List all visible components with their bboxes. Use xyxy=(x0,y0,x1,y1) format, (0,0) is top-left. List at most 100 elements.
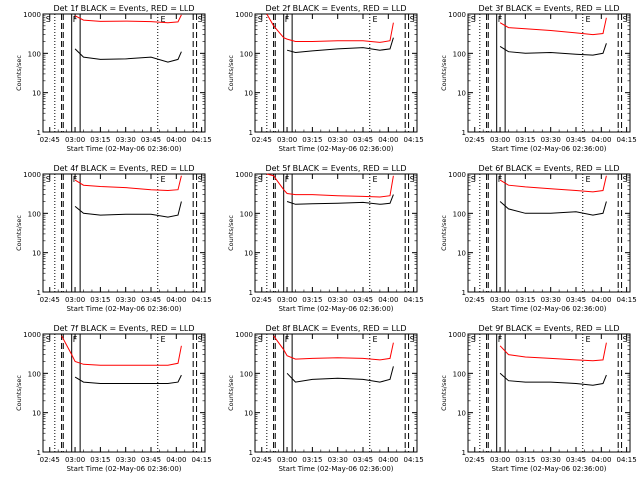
plot-title: Det 5f BLACK = Events, RED = LLD xyxy=(265,164,406,173)
y-axis-label: Counts/sec xyxy=(440,375,448,411)
x-tick-label: 02:45 xyxy=(465,296,485,304)
x-tick-label: 03:15 xyxy=(302,296,322,304)
x-tick-label: 03:00 xyxy=(65,136,85,144)
x-tick-label: 03:00 xyxy=(490,456,510,464)
y-axis-label: Counts/sec xyxy=(15,375,23,411)
x-axis-label: Start Time (02-May-06 02:36:00) xyxy=(278,145,393,153)
plot-frame xyxy=(254,13,418,133)
series-events-line xyxy=(74,374,182,384)
y-tick-label: 10 xyxy=(32,90,41,98)
y-tick-label: 1 xyxy=(462,449,466,457)
series-lld-line xyxy=(61,335,182,366)
y-tick-label: 100 xyxy=(240,210,253,218)
marker-label: S xyxy=(410,335,415,344)
x-tick-label: 03:15 xyxy=(302,136,322,144)
x-tick-label: 03:30 xyxy=(116,456,136,464)
y-tick-label: 1 xyxy=(37,289,41,297)
plot-frame xyxy=(42,173,206,293)
x-tick-label: 03:45 xyxy=(353,136,373,144)
panel-det-7: Det 7f BLACK = Events, RED = LLD 1 10 100 10… xyxy=(15,324,212,473)
y-tick-label: 100 xyxy=(453,210,466,218)
x-axis-label: Start Time (02-May-06 02:36:00) xyxy=(66,305,181,313)
x-tick-label: 04:00 xyxy=(166,296,186,304)
marker-label: S xyxy=(258,175,263,184)
marker-label: E xyxy=(585,175,590,184)
y-tick-label: 10 xyxy=(32,410,41,418)
plot-frame xyxy=(42,333,206,453)
series-events-line xyxy=(499,372,607,386)
series-lld-line xyxy=(266,173,394,198)
panel-det-8: Det 8f BLACK = Events, RED = LLD 1 10 100 10… xyxy=(227,324,424,473)
marker-label: E xyxy=(372,335,377,344)
x-tick-label: 02:45 xyxy=(252,456,272,464)
panel-det-9: Det 9f BLACK = Events, RED = LLD 1 10 100 10… xyxy=(440,324,637,473)
marker-label: S xyxy=(623,175,628,184)
x-tick-label: 02:45 xyxy=(252,136,272,144)
marker-label: F xyxy=(498,175,503,184)
panel-det-5: Det 5f BLACK = Events, RED = LLD 1 10 100 10… xyxy=(227,164,424,313)
x-tick-label: 03:00 xyxy=(65,456,85,464)
plot-title: Det 7f BLACK = Events, RED = LLD xyxy=(53,324,194,333)
y-tick-label: 10 xyxy=(457,250,466,258)
x-tick-label: 04:15 xyxy=(617,136,637,144)
marker-label: S xyxy=(46,335,51,344)
marker-label: S xyxy=(623,335,628,344)
y-tick-label: 100 xyxy=(453,370,466,378)
y-tick-label: 100 xyxy=(28,50,41,58)
panel-det-3: Det 3f BLACK = Events, RED = LLD 1 10 100 10… xyxy=(440,4,637,153)
y-tick-label: 100 xyxy=(453,50,466,58)
y-tick-label: 10 xyxy=(32,250,41,258)
x-axis-label: Start Time (02-May-06 02:36:00) xyxy=(491,305,606,313)
y-tick-label: 10 xyxy=(244,90,253,98)
y-tick-label: 100 xyxy=(240,50,253,58)
x-tick-label: 03:15 xyxy=(515,456,535,464)
x-tick-label: 03:00 xyxy=(277,296,297,304)
plot-frame xyxy=(42,13,206,133)
plot-title: Det 1f BLACK = Events, RED = LLD xyxy=(53,4,194,13)
plot-title: Det 6f BLACK = Events, RED = LLD xyxy=(478,164,619,173)
x-tick-label: 03:30 xyxy=(328,296,348,304)
x-tick-label: 03:30 xyxy=(541,136,561,144)
x-tick-label: 03:30 xyxy=(541,296,561,304)
marker-label: E xyxy=(160,175,165,184)
marker-label: F xyxy=(285,175,290,184)
x-tick-label: 03:45 xyxy=(353,456,373,464)
y-tick-label: 1000 xyxy=(23,11,41,19)
x-tick-label: 03:45 xyxy=(141,456,161,464)
y-axis-label: Counts/sec xyxy=(15,215,23,251)
panel-det-1: Det 1f BLACK = Events, RED = LLD 1 10 100 10… xyxy=(15,4,212,153)
y-axis-label: Counts/sec xyxy=(227,215,235,251)
series-events-line xyxy=(286,37,394,54)
plot-title: Det 4f BLACK = Events, RED = LLD xyxy=(53,164,194,173)
series-events-line xyxy=(286,366,394,383)
x-tick-label: 04:00 xyxy=(166,136,186,144)
y-tick-label: 1000 xyxy=(448,331,466,339)
x-tick-label: 03:00 xyxy=(65,296,85,304)
y-axis-label: Counts/sec xyxy=(227,375,235,411)
x-tick-label: 02:45 xyxy=(465,456,485,464)
x-tick-label: 03:45 xyxy=(566,136,586,144)
y-axis-label: Counts/sec xyxy=(440,55,448,91)
marker-label: S xyxy=(471,175,476,184)
x-axis-label: Start Time (02-May-06 02:36:00) xyxy=(491,465,606,473)
series-events-line xyxy=(499,43,607,56)
x-tick-label: 04:00 xyxy=(166,456,186,464)
marker-label: S xyxy=(198,175,203,184)
marker-label: S xyxy=(410,15,415,24)
marker-label: S xyxy=(46,15,51,24)
marker-label: F xyxy=(73,335,78,344)
x-tick-label: 03:45 xyxy=(566,296,586,304)
series-lld-line xyxy=(499,17,607,36)
x-tick-label: 04:15 xyxy=(617,456,637,464)
x-tick-label: 03:30 xyxy=(328,456,348,464)
x-axis-label: Start Time (02-May-06 02:36:00) xyxy=(491,145,606,153)
x-tick-label: 02:45 xyxy=(40,456,60,464)
marker-label: F xyxy=(73,175,78,184)
marker-label: S xyxy=(198,15,203,24)
x-tick-label: 02:45 xyxy=(465,136,485,144)
x-tick-label: 04:15 xyxy=(404,136,424,144)
marker-label: E xyxy=(585,335,590,344)
marker-label: S xyxy=(258,335,263,344)
y-tick-label: 1 xyxy=(249,289,253,297)
x-tick-label: 03:30 xyxy=(116,136,136,144)
